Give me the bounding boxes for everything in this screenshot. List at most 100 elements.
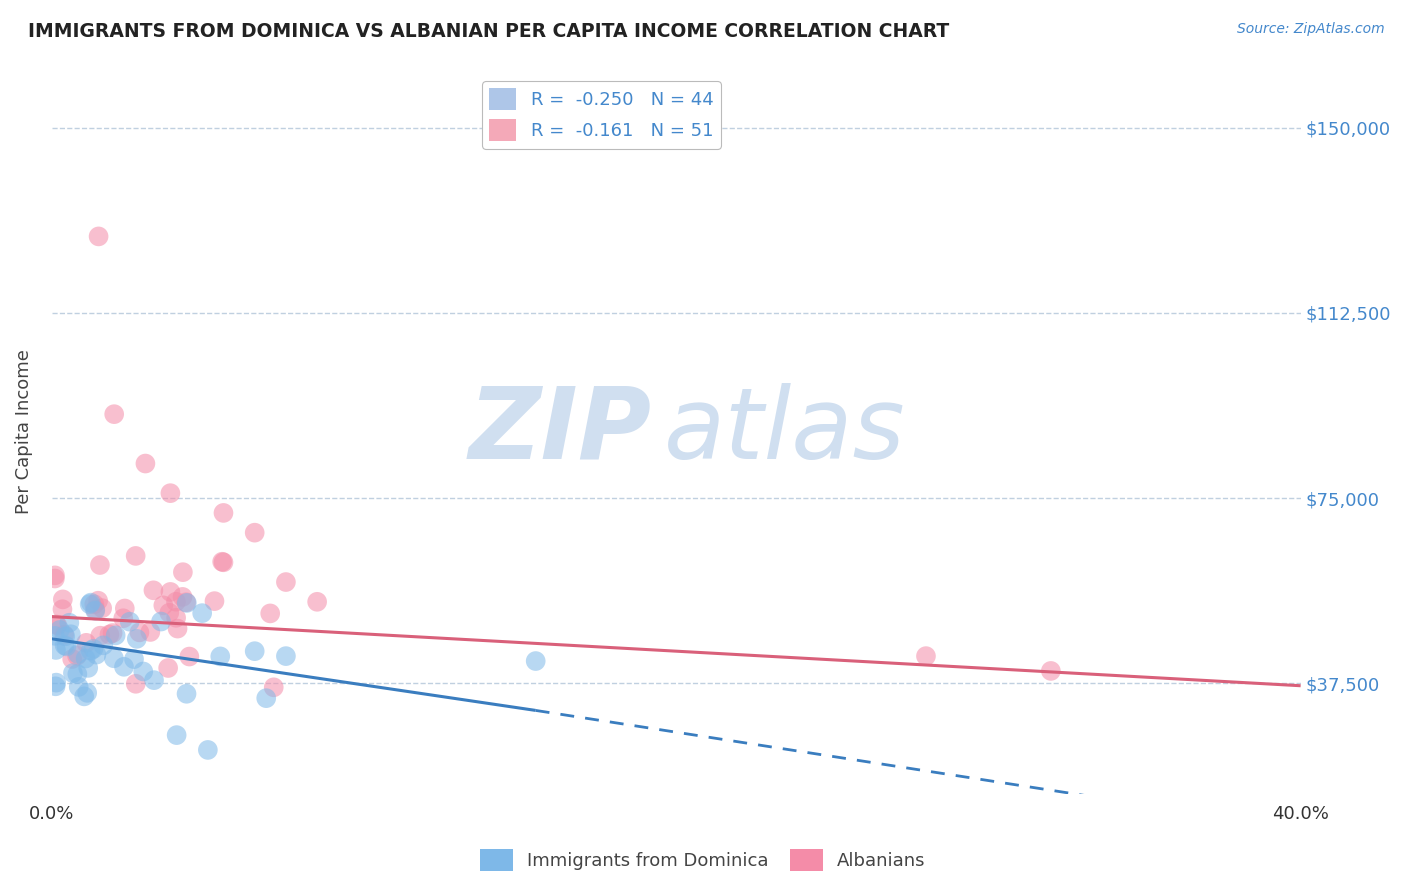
Point (176, 596, 198, 610)
Legend: Immigrants from Dominica, Albanians: Immigrants from Dominica, Albanians (472, 842, 934, 879)
Point (84, 604, 107, 618)
Text: IMMIGRANTS FROM DOMINICA VS ALBANIAN PER CAPITA INCOME CORRELATION CHART: IMMIGRANTS FROM DOMINICA VS ALBANIAN PER… (28, 22, 949, 41)
Point (66, 648, 89, 663)
Point (172, 590, 194, 604)
Point (212, 555, 235, 569)
Point (67, 680, 90, 694)
Point (915, 649, 938, 664)
Point (150, 615, 173, 629)
Point (197, 743, 219, 757)
Point (89, 558, 111, 572)
Point (45, 679, 67, 693)
Point (165, 595, 187, 609)
Point (44, 629, 66, 643)
Point (132, 665, 155, 679)
Point (51, 602, 73, 616)
Point (524, 654, 547, 668)
Point (191, 606, 214, 620)
Point (142, 583, 165, 598)
Point (83, 597, 105, 611)
Point (112, 611, 135, 625)
Point (159, 486, 181, 500)
Point (125, 632, 148, 646)
Point (112, 660, 135, 674)
Point (84, 602, 107, 616)
Point (122, 652, 145, 666)
Point (45, 675, 67, 690)
Point (55, 640, 77, 654)
Point (165, 611, 187, 625)
Point (80, 643, 103, 657)
Point (91, 601, 114, 615)
Point (307, 595, 329, 609)
Point (98, 627, 121, 641)
Point (77, 661, 100, 675)
Point (52, 592, 75, 607)
Point (87, 229, 110, 244)
Point (101, 626, 124, 640)
Point (157, 606, 180, 620)
Point (166, 622, 188, 636)
Point (259, 607, 281, 621)
Point (66, 667, 89, 681)
Point (176, 687, 198, 701)
Point (166, 728, 188, 742)
Point (79, 597, 101, 611)
Point (62, 666, 84, 681)
Point (87, 593, 110, 607)
Point (76, 686, 98, 700)
Point (134, 457, 156, 471)
Point (80, 596, 103, 610)
Point (44, 568, 66, 582)
Point (243, 525, 266, 540)
Point (125, 677, 148, 691)
Point (172, 565, 194, 579)
Point (143, 673, 166, 688)
Legend: R =  -0.250   N = 44, R =  -0.161   N = 51: R = -0.250 N = 44, R = -0.161 N = 51 (482, 81, 721, 149)
Point (204, 594, 226, 608)
Point (128, 625, 150, 640)
Point (75, 651, 97, 665)
Point (263, 681, 285, 695)
Point (179, 649, 201, 664)
Point (103, 651, 125, 665)
Point (159, 585, 181, 599)
Point (114, 601, 136, 615)
Point (274, 575, 297, 590)
Point (274, 649, 297, 664)
Point (124, 549, 146, 563)
Point (49, 623, 72, 637)
Point (44, 572, 66, 586)
Point (82, 641, 104, 656)
Point (86, 648, 108, 662)
Point (66, 647, 89, 661)
Point (91, 638, 114, 652)
Point (118, 615, 141, 629)
Point (211, 555, 233, 569)
Point (89, 629, 111, 643)
Point (46, 618, 69, 632)
Point (212, 506, 235, 520)
Point (58, 615, 80, 630)
Point (174, 595, 197, 609)
Point (104, 628, 127, 642)
Point (53, 629, 76, 643)
Point (45, 617, 67, 632)
Point (254, 691, 277, 706)
Point (139, 624, 162, 639)
Point (1039, 664, 1062, 678)
Point (60, 652, 83, 666)
Point (157, 661, 180, 675)
Point (243, 644, 266, 658)
Point (152, 599, 174, 613)
Y-axis label: Per Capita Income: Per Capita Income (15, 349, 32, 514)
Point (59, 627, 82, 641)
Point (53, 628, 76, 642)
Point (53, 639, 76, 653)
Text: Source: ZipAtlas.com: Source: ZipAtlas.com (1237, 22, 1385, 37)
Text: atlas: atlas (664, 383, 905, 480)
Point (73, 690, 96, 704)
Point (45, 643, 67, 657)
Point (75, 636, 97, 650)
Text: ZIP: ZIP (468, 383, 651, 480)
